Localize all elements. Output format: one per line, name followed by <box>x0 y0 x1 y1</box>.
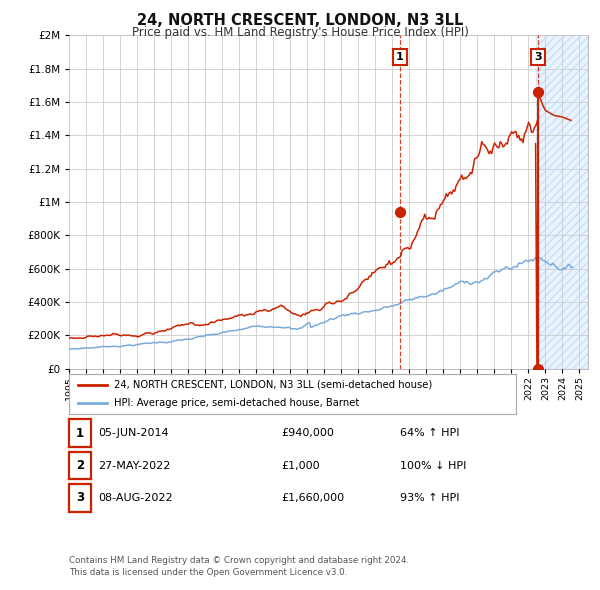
Text: 3: 3 <box>76 491 84 504</box>
Text: Contains HM Land Registry data © Crown copyright and database right 2024.
This d: Contains HM Land Registry data © Crown c… <box>69 556 409 576</box>
Text: 100% ↓ HPI: 100% ↓ HPI <box>400 461 467 470</box>
Bar <box>536 35 588 369</box>
Text: 3: 3 <box>535 52 542 62</box>
Text: 1: 1 <box>76 427 84 440</box>
Point <box>395 207 404 217</box>
Text: 93% ↑ HPI: 93% ↑ HPI <box>400 493 460 503</box>
Text: 05-JUN-2014: 05-JUN-2014 <box>98 428 169 438</box>
Bar <box>536 35 588 369</box>
Text: 08-AUG-2022: 08-AUG-2022 <box>98 493 173 503</box>
Text: £940,000: £940,000 <box>281 428 334 438</box>
Text: 24, NORTH CRESCENT, LONDON, N3 3LL: 24, NORTH CRESCENT, LONDON, N3 3LL <box>137 13 463 28</box>
Text: HPI: Average price, semi-detached house, Barnet: HPI: Average price, semi-detached house,… <box>114 398 359 408</box>
Text: Price paid vs. HM Land Registry's House Price Index (HPI): Price paid vs. HM Land Registry's House … <box>131 26 469 39</box>
Text: 27-MAY-2022: 27-MAY-2022 <box>98 461 171 470</box>
Text: £1,660,000: £1,660,000 <box>281 493 344 503</box>
Text: 1: 1 <box>396 52 404 62</box>
Point <box>533 87 543 97</box>
Text: 24, NORTH CRESCENT, LONDON, N3 3LL (semi-detached house): 24, NORTH CRESCENT, LONDON, N3 3LL (semi… <box>114 380 432 390</box>
Text: 2: 2 <box>76 459 84 472</box>
Text: £1,000: £1,000 <box>281 461 320 470</box>
Point <box>533 364 543 373</box>
Text: 64% ↑ HPI: 64% ↑ HPI <box>400 428 460 438</box>
